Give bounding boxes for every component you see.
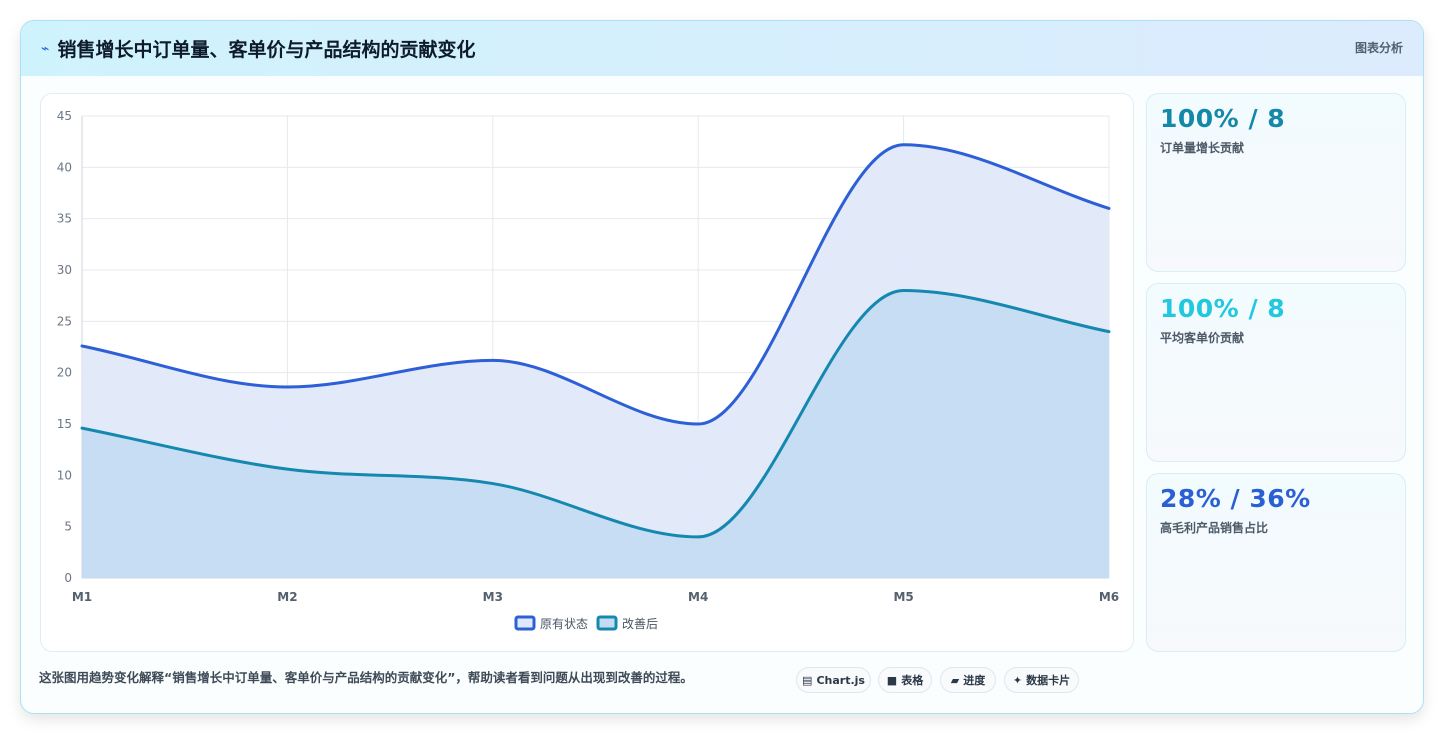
series-line-0 [80, 143, 1111, 426]
y-tick-label: 10 [57, 468, 72, 482]
card-header: ⌁ 销售增长中订单量、客单价与产品结构的贡献变化 图表分析 [21, 21, 1423, 76]
x-tick-label: M2 [277, 590, 297, 604]
stat-value: 100% / 8 [1160, 294, 1286, 323]
legend-label: 改善后 [622, 616, 658, 631]
stat-label: 平均客单价贡献 [1160, 331, 1245, 345]
legend-label: 原有状态 [540, 617, 588, 631]
y-tick-label: 25 [57, 314, 72, 328]
x-tick-label: M4 [688, 590, 708, 604]
chip-progress[interactable]: ▰ 进度 [940, 667, 996, 693]
chart-card: ⌁ 销售增长中订单量、客单价与产品结构的贡献变化 图表分析 0 5 10 15 20 25… [20, 20, 1424, 714]
x-tick-label: M1 [72, 590, 92, 604]
y-tick-label: 0 [64, 571, 72, 585]
x-tick-label: M5 [893, 590, 913, 604]
y-tick-label: 35 [57, 212, 72, 226]
title-group: ⌁ 销售增长中订单量、客单价与产品结构的贡献变化 [41, 21, 475, 76]
y-tick-label: 15 [57, 417, 72, 431]
y-tick-label: 20 [57, 366, 72, 380]
x-tick-label: M6 [1099, 590, 1119, 604]
chip-label: 进度 [963, 674, 986, 687]
y-tick-label: 5 [64, 520, 72, 534]
chart-panel: 0 5 10 15 20 25 30 35 40 45 M1 M2 M3 M4 M5 M6 原有状态 改善后 [40, 93, 1134, 652]
chip-table[interactable]: ■ 表格 [878, 667, 932, 693]
stat-card-margin-share: 28% / 36% 高毛利产品销售占比 [1146, 473, 1406, 652]
stat-card-avg-price: 100% / 8 平均客单价贡献 [1146, 283, 1406, 462]
sparkle-icon: ✦ [1012, 673, 1023, 687]
chip-label: 数据卡片 [1026, 674, 1071, 687]
chart-icon: ▤ [802, 673, 813, 687]
y-tick-label: 40 [57, 160, 72, 174]
progress-icon: ▰ [950, 673, 960, 687]
chip-data-cards[interactable]: ✦ 数据卡片 [1004, 667, 1079, 693]
trend-icon: ⌁ [41, 40, 50, 57]
stat-value: 28% / 36% [1160, 484, 1311, 513]
chart-analysis-label: 图表分析 [1354, 41, 1403, 55]
chip-chartjs[interactable]: ▤ Chart.js [796, 667, 871, 693]
page-title: 销售增长中订单量、客单价与产品结构的贡献变化 [57, 39, 476, 61]
chip-label: Chart.js [816, 673, 865, 687]
series-line-1 [80, 289, 1111, 539]
y-tick-label: 45 [57, 109, 72, 123]
stat-label: 订单量增长贡献 [1160, 141, 1245, 155]
stat-label: 高毛利产品销售占比 [1160, 521, 1269, 535]
chart-description: 这张图用趋势变化解释“销售增长中订单量、客单价与产品结构的贡献变化”，帮助读者看… [39, 670, 693, 685]
x-tick-label: M3 [483, 590, 503, 604]
legend-swatch [596, 615, 618, 631]
legend-swatch [514, 615, 536, 631]
chip-label: 表格 [901, 674, 924, 687]
area-chart: 0 5 10 15 20 25 30 35 40 45 M1 M2 M3 M4 M5 M6 原有状态 改善后 [57, 109, 1119, 631]
stat-value: 100% / 8 [1160, 104, 1286, 133]
y-tick-label: 30 [57, 263, 72, 277]
table-icon: ■ [886, 673, 898, 687]
series-area-1 [82, 290, 1109, 578]
stat-card-orders: 100% / 8 订单量增长贡献 [1146, 93, 1406, 272]
